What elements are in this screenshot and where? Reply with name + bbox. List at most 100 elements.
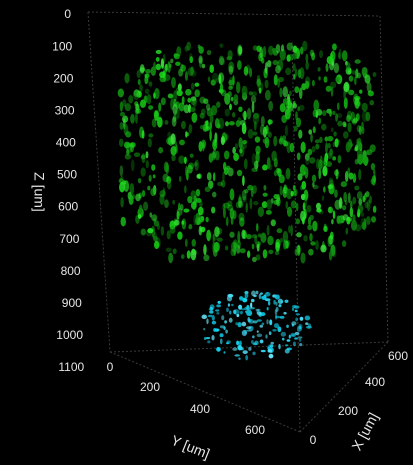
cyan-blob: [251, 340, 254, 344]
y-tick-label: 0: [107, 360, 114, 374]
green-blob: [258, 207, 264, 217]
cyan-blob: [276, 316, 282, 318]
green-blob: [225, 121, 229, 126]
cyan-blob: [251, 299, 255, 302]
green-blob: [244, 189, 248, 193]
green-blob: [142, 130, 145, 139]
green-blob: [168, 253, 173, 263]
green-blob: [354, 98, 359, 109]
cyan-blob: [223, 351, 225, 353]
cyan-blob: [295, 332, 300, 335]
cyan-blob: [260, 292, 263, 294]
green-blob: [172, 117, 177, 127]
green-blob: [357, 73, 361, 79]
green-blob: [142, 190, 145, 197]
green-blob: [191, 83, 194, 90]
green-blob: [120, 165, 124, 176]
cyan-blob: [209, 310, 213, 313]
green-blob: [350, 207, 354, 217]
green-blob: [193, 215, 197, 226]
x-tick-label: 600: [388, 349, 408, 363]
green-blob: [190, 66, 194, 75]
green-blob: [287, 42, 293, 50]
green-blob: [362, 103, 368, 112]
green-blob: [124, 73, 129, 83]
green-blob: [244, 66, 248, 76]
green-blob: [299, 87, 303, 99]
green-blob: [373, 206, 377, 213]
green-blob: [305, 61, 309, 70]
green-blob: [260, 232, 266, 242]
green-blob: [122, 116, 128, 123]
green-blob: [308, 249, 313, 256]
green-blob: [256, 223, 258, 231]
cyan-blob: [206, 318, 208, 324]
green-blob: [228, 91, 232, 97]
cyan-blob: [268, 349, 273, 352]
green-blob: [251, 91, 257, 96]
green-blob: [224, 150, 229, 159]
green-blob: [263, 138, 269, 144]
green-blob: [151, 214, 157, 221]
green-blob: [352, 197, 356, 205]
green-blob: [260, 124, 265, 135]
cyan-blob: [293, 341, 296, 346]
cyan-blob: [295, 317, 298, 321]
green-blob: [305, 54, 308, 63]
green-blob: [119, 182, 125, 193]
green-blob: [213, 242, 218, 252]
z-tick-label: 0: [64, 7, 71, 21]
green-blob: [158, 102, 161, 111]
cyan-blob: [240, 311, 243, 314]
green-blob: [354, 59, 360, 63]
green-blob: [153, 174, 156, 178]
green-blob: [174, 220, 179, 226]
cyan-blob: [242, 322, 247, 327]
green-blob: [194, 162, 198, 166]
green-blob: [185, 89, 191, 96]
green-blob: [228, 86, 233, 90]
cyan-blob: [296, 313, 300, 315]
green-blob: [237, 240, 241, 249]
cyan-blob: [234, 309, 240, 315]
green-blob: [312, 182, 314, 188]
green-blob: [326, 161, 332, 167]
cyan-blob: [215, 309, 219, 311]
green-blob: [303, 235, 307, 242]
green-blob: [370, 144, 376, 152]
green-blob: [366, 151, 369, 155]
green-blob: [166, 248, 172, 252]
green-blob: [318, 118, 321, 125]
green-blob: [263, 193, 268, 197]
green-blob: [200, 113, 205, 119]
cyan-blob: [291, 321, 296, 325]
green-blob: [246, 234, 252, 239]
green-blob: [347, 167, 350, 176]
green-blob: [333, 131, 336, 136]
cyan-blob: [286, 325, 289, 328]
green-blob: [302, 181, 307, 190]
green-blob: [356, 139, 358, 147]
green-blob: [249, 68, 252, 78]
green-blob: [283, 231, 289, 243]
cyan-blob: [272, 329, 276, 332]
z-tick-label: 1100: [58, 360, 84, 374]
green-blob: [177, 231, 182, 239]
green-blob: [256, 254, 261, 260]
cyan-blob: [265, 334, 267, 338]
green-blob: [191, 249, 197, 261]
green-blob: [272, 48, 277, 52]
green-blob: [228, 80, 233, 86]
cyan-blob: [256, 291, 259, 295]
green-blob: [153, 92, 155, 98]
cyan-blob: [266, 319, 268, 324]
green-blob: [266, 210, 272, 215]
green-blob: [144, 75, 148, 84]
cyan-blob: [295, 310, 298, 313]
green-blob: [249, 198, 252, 209]
green-blob: [287, 207, 292, 217]
green-blob: [151, 164, 155, 171]
green-blob: [238, 44, 242, 55]
green-blob: [339, 49, 342, 60]
green-blob: [342, 121, 346, 127]
